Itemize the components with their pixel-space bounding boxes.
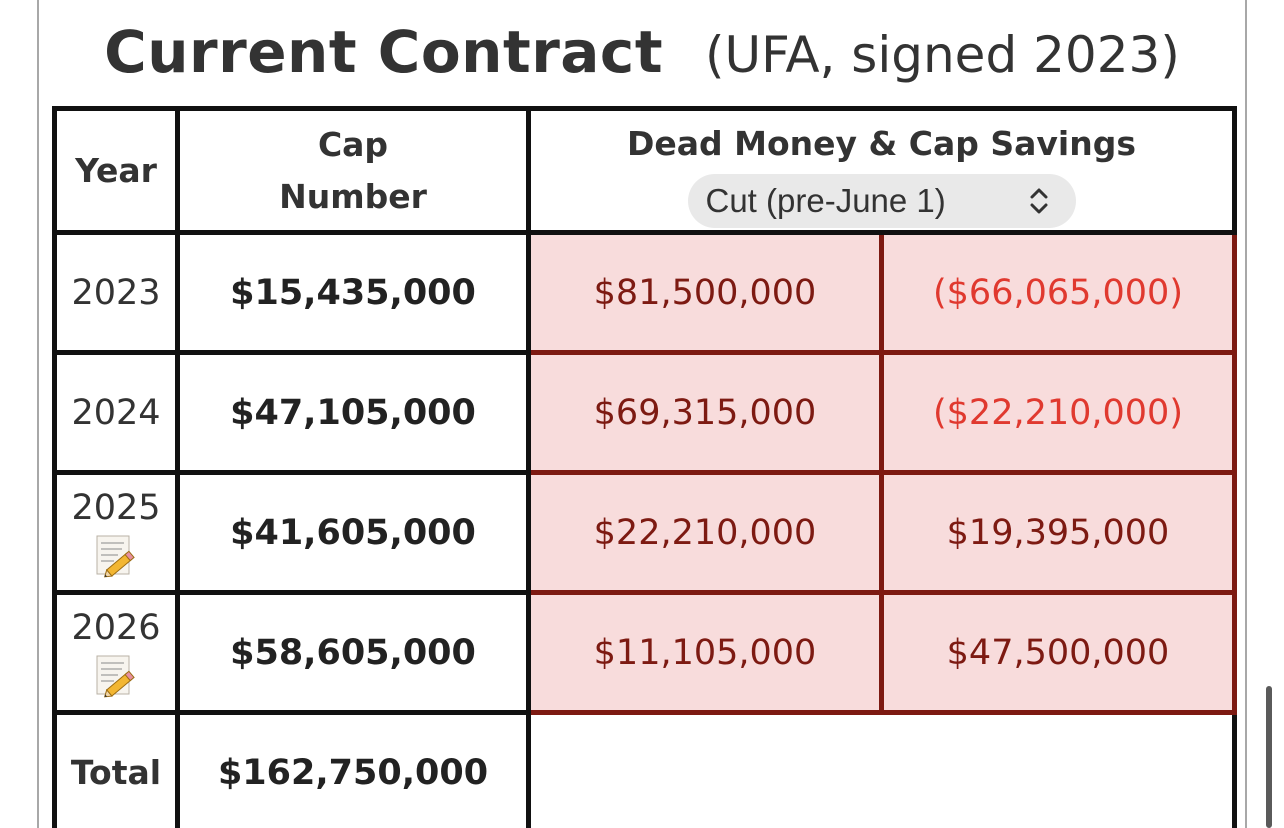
dead-money-cell: $22,210,000 (526, 470, 884, 595)
year-label: 2026 (71, 607, 161, 648)
dead-money-cell: $11,105,000 (526, 590, 884, 715)
cap-number-cell: $47,105,000 (175, 350, 531, 475)
dead-money-title: Dead Money & Cap Savings (626, 123, 1137, 163)
table-header-row: Year Cap Number Dead Money & Cap Savings… (52, 106, 1237, 235)
total-value: $162,750,000 (175, 710, 531, 828)
page-title: Current Contract (104, 18, 664, 86)
year-cell: 2024 (52, 350, 180, 475)
year-header: Year (52, 106, 180, 235)
year-cell: 2025 (52, 470, 180, 595)
dead-money-cell: $81,500,000 (526, 230, 884, 355)
cap-number-cell: $41,605,000 (175, 470, 531, 595)
year-cell: 2026 (52, 590, 180, 715)
section-title: Current Contract (UFA, signed 2023) (0, 18, 1284, 94)
cap-header-line1: Cap (317, 124, 389, 164)
chevron-up-down-icon (1030, 188, 1047, 213)
cap-number-header: Cap Number (175, 106, 531, 235)
cap-savings-cell: ($66,065,000) (879, 230, 1237, 355)
memo-pencil-icon[interactable] (94, 654, 138, 698)
year-label: 2025 (71, 487, 161, 528)
table-row: 2025 (52, 470, 1237, 595)
scenario-select[interactable]: Cut (pre-June 1) (687, 173, 1076, 228)
total-row: Total $162,750,000 (52, 710, 1237, 828)
total-label: Total (52, 710, 180, 828)
cap-header-line2: Number (279, 176, 427, 216)
table-row: 2024 $47,105,000 $69,315,000 ($22,210,00… (52, 350, 1237, 475)
table-row: 2026 (52, 590, 1237, 715)
dead-money-header: Dead Money & Cap Savings Cut (pre-June 1… (526, 106, 1237, 235)
page-border-left (37, 0, 39, 828)
dead-money-cell: $69,315,000 (526, 350, 884, 475)
memo-pencil-icon[interactable] (94, 534, 138, 578)
cap-number-cell: $58,605,000 (175, 590, 531, 715)
contract-table: Year Cap Number Dead Money & Cap Savings… (52, 106, 1237, 828)
cap-savings-cell: $47,500,000 (879, 590, 1237, 715)
year-cell: 2023 (52, 230, 180, 355)
contract-subtitle: (UFA, signed 2023) (705, 26, 1180, 84)
scenario-select-value: Cut (pre-June 1) (705, 181, 946, 219)
table-row: 2023 $15,435,000 $81,500,000 ($66,065,00… (52, 230, 1237, 355)
cap-savings-cell: ($22,210,000) (879, 350, 1237, 475)
page-border-right (1245, 0, 1247, 828)
cap-savings-cell: $19,395,000 (879, 470, 1237, 595)
total-empty-cell (526, 710, 1237, 828)
cap-number-cell: $15,435,000 (175, 230, 531, 355)
scrollbar-thumb[interactable] (1266, 686, 1272, 828)
